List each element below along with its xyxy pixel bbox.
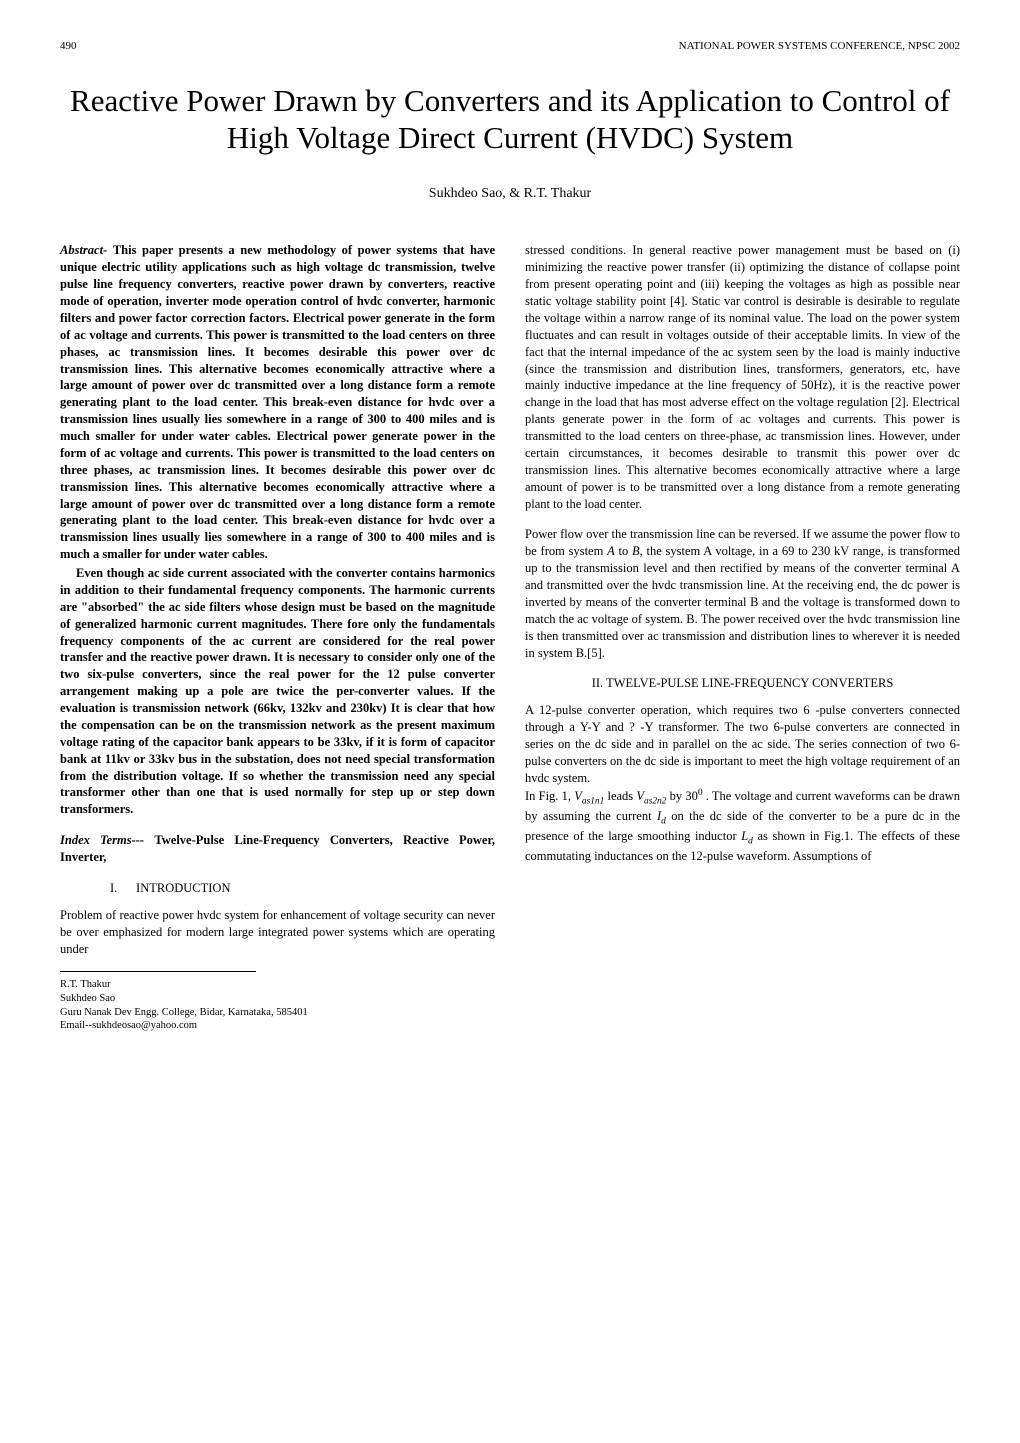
section-1-num: I. (110, 881, 117, 895)
abstract-para2: Even though ac side current associated w… (60, 565, 495, 818)
footer-line-4: Email--sukhdeosao@yahoo.com (60, 1019, 495, 1033)
index-terms-label: Index Terms--- (60, 833, 154, 847)
author-footer: R.T. Thakur Sukhdeo Sao Guru Nanak Dev E… (60, 978, 495, 1033)
section-2-heading: II. TWELVE-PULSE LINE-FREQUENCY CONVERTE… (525, 675, 960, 692)
intro-para-2: stressed conditions. In general reactive… (525, 242, 960, 512)
two-column-layout: Abstract- This paper presents a new meth… (60, 242, 960, 1033)
left-column: Abstract- This paper presents a new meth… (60, 242, 495, 1033)
intro-para-3: Power flow over the transmission line ca… (525, 526, 960, 661)
page-header: 490 NATIONAL POWER SYSTEMS CONFERENCE, N… (60, 40, 960, 52)
s2-para-2: In Fig. 1, Vas1n1 leads Vas2n2 by 300 . … (525, 787, 960, 866)
conference-name: NATIONAL POWER SYSTEMS CONFERENCE, NPSC … (679, 40, 960, 52)
section-1-title: INTRODUCTION (136, 881, 230, 895)
page-number: 490 (60, 40, 77, 52)
footer-separator (60, 971, 256, 972)
s2-para-1: A 12-pulse converter operation, which re… (525, 702, 960, 786)
authors: Sukhdeo Sao, & R.T. Thakur (60, 186, 960, 202)
section-1-heading: I. INTRODUCTION (110, 880, 495, 897)
footer-line-2: Sukhdeo Sao (60, 992, 495, 1006)
footer-line-1: R.T. Thakur (60, 978, 495, 992)
abstract-para1: Abstract- This paper presents a new meth… (60, 242, 495, 563)
abstract-label: Abstract- (60, 243, 113, 257)
paper-title: Reactive Power Drawn by Converters and i… (60, 82, 960, 156)
footer-line-3: Guru Nanak Dev Engg. College, Bidar, Kar… (60, 1006, 495, 1020)
intro-para-1: Problem of reactive power hvdc system fo… (60, 907, 495, 958)
abstract-text-1: This paper presents a new methodology of… (60, 243, 495, 561)
index-terms: Index Terms--- Twelve-Pulse Line-Frequen… (60, 832, 495, 866)
right-column: stressed conditions. In general reactive… (525, 242, 960, 1033)
